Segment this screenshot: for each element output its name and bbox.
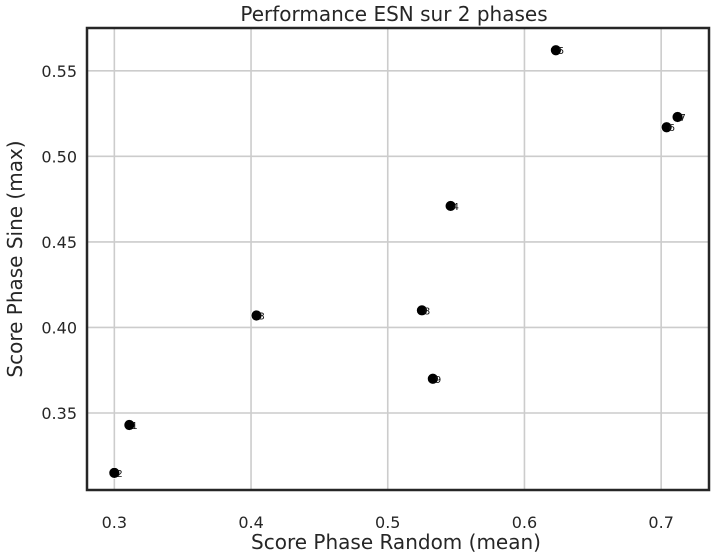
data-point-label: 1 (131, 421, 137, 432)
data-point-label: 8 (424, 306, 430, 317)
x-tick-label: 0.6 (512, 513, 537, 532)
y-tick-label: 0.35 (41, 404, 77, 423)
y-tick-label: 0.55 (41, 62, 77, 81)
data-point (250, 309, 263, 322)
data-point (416, 304, 428, 317)
x-axis-label: Score Phase Random (mean) (251, 530, 541, 554)
y-tick-label: 0.45 (41, 233, 77, 252)
data-point-label: 5 (558, 46, 564, 57)
data-point-label: 6 (669, 123, 675, 134)
x-tick-label: 0.5 (375, 513, 400, 532)
x-tick-label: 0.4 (238, 513, 263, 532)
data-point (660, 121, 673, 134)
data-points: 1 2 3 4 5 67 8 9 (108, 44, 686, 480)
y-axis-ticks: 0.35 0.40 0.45 0.50 0.55 (41, 62, 77, 423)
data-point (671, 111, 684, 123)
data-point-label: 3 (259, 311, 265, 322)
plot-frame (85, 26, 711, 492)
data-point (426, 372, 439, 385)
data-point (444, 200, 457, 212)
x-axis-ticks: 0.3 0.4 0.5 0.6 0.7 (102, 513, 674, 532)
data-point (108, 466, 121, 479)
y-tick-label: 0.50 (41, 147, 77, 166)
grid-lines (87, 28, 709, 490)
x-tick-label: 0.7 (648, 513, 673, 532)
data-point-label: 2 (116, 469, 122, 480)
data-point (549, 44, 562, 57)
data-point-label: 9 (435, 375, 441, 386)
x-tick-label: 0.3 (102, 513, 127, 532)
data-point-label: 7 (680, 113, 686, 124)
y-axis-label: Score Phase Sine (max) (3, 140, 27, 377)
chart-title: Performance ESN sur 2 phases (240, 2, 547, 26)
data-point-label: 4 (453, 202, 459, 213)
y-tick-label: 0.40 (41, 318, 77, 337)
data-point (123, 419, 136, 431)
